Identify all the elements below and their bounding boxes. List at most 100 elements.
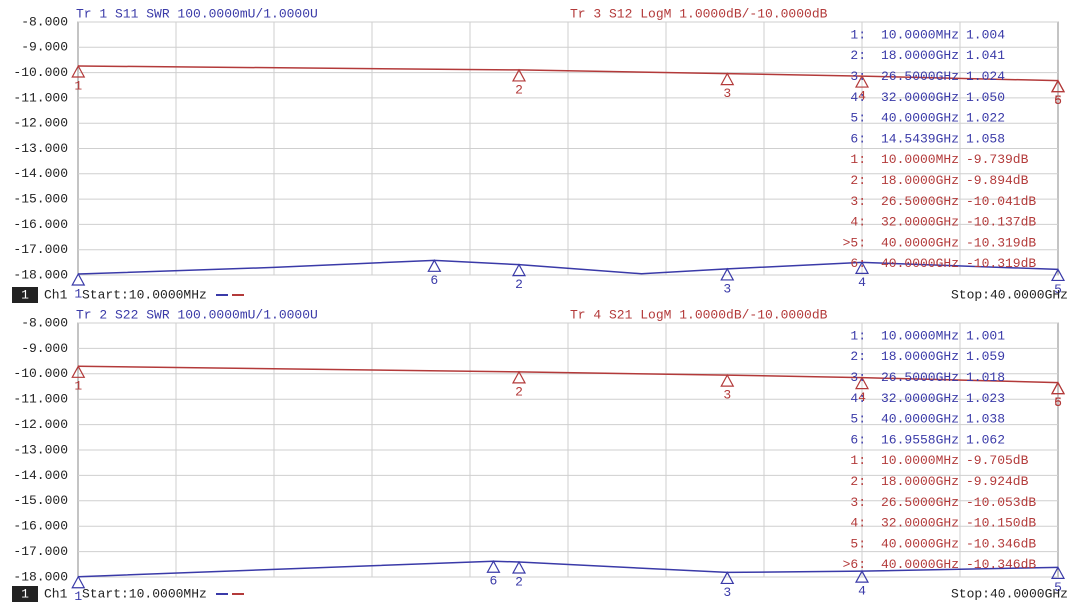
marker-triangle	[71, 575, 86, 589]
marker-label: 6	[1054, 93, 1062, 108]
y-tick-label: -13.000	[13, 141, 68, 156]
marker-value: 1.001	[966, 328, 1005, 343]
y-tick-label: -8.000	[21, 14, 68, 29]
marker-freq: 26.5000GHz	[881, 194, 959, 209]
trace-header: Tr 2 S22 SWR 100.0000mU/1.0000U	[76, 307, 318, 322]
marker-freq: 40.0000GHz	[881, 412, 959, 427]
marker-id: 5:	[850, 111, 866, 126]
marker-label: 3	[723, 388, 731, 403]
marker-value: 1.041	[966, 48, 1005, 63]
marker-triangle	[854, 376, 870, 390]
y-tick-label: -16.000	[13, 519, 68, 534]
marker-value: -9.924dB	[966, 474, 1029, 489]
marker-freq: 10.0000MHz	[881, 27, 959, 42]
y-tick-label: -9.000	[21, 341, 68, 356]
channel-badge	[12, 586, 38, 602]
marker-value: 1.023	[966, 391, 1005, 406]
trace-header: Tr 4 S21 LogM 1.0000dB/-10.0000dB	[570, 307, 828, 322]
y-tick-label: -11.000	[13, 90, 68, 105]
marker-label: 4	[858, 390, 866, 405]
marker-freq: 18.0000GHz	[881, 48, 959, 63]
marker-label: 3	[723, 281, 731, 296]
marker-value: 1.038	[966, 412, 1005, 427]
marker-id: 2:	[850, 349, 866, 364]
start-frequency: Start:10.0000MHz	[82, 287, 207, 302]
marker-value: 1.050	[966, 90, 1005, 105]
marker-id: 3:	[850, 495, 866, 510]
marker-value: 1.004	[966, 27, 1005, 42]
marker-label: 1	[74, 78, 82, 93]
marker-label: 5	[1054, 93, 1062, 108]
marker-freq: 10.0000MHz	[881, 328, 959, 343]
marker-triangle	[511, 370, 527, 384]
marker-value: 1.059	[966, 349, 1005, 364]
marker-label: 2	[515, 384, 523, 399]
marker-id: 6:	[850, 256, 866, 271]
marker-label: 6	[430, 273, 438, 288]
marker-value: -10.137dB	[966, 215, 1036, 230]
stop-frequency: Stop:40.0000GHz	[951, 586, 1068, 601]
marker-label: 6	[490, 574, 498, 589]
trace-header: Tr 1 S11 SWR 100.0000mU/1.0000U	[76, 6, 318, 21]
marker-id: 5:	[850, 412, 866, 427]
y-tick-label: -14.000	[13, 166, 68, 181]
marker-id: 2:	[850, 173, 866, 188]
marker-label: 1	[74, 589, 82, 604]
y-tick-label: -9.000	[21, 40, 68, 55]
channel-badge	[12, 287, 38, 303]
marker-freq: 32.0000GHz	[881, 90, 959, 105]
marker-triangle	[720, 373, 735, 387]
y-tick-label: -10.000	[13, 366, 68, 381]
marker-triangle	[71, 64, 86, 78]
marker-id: 4:	[850, 215, 866, 230]
marker-value: -10.319dB	[966, 235, 1036, 250]
marker-value: 1.018	[966, 370, 1005, 385]
marker-id: 6:	[850, 432, 866, 447]
marker-label: 6	[1054, 395, 1062, 410]
marker-label: 2	[515, 574, 523, 589]
marker-freq: 10.0000MHz	[881, 453, 959, 468]
marker-freq: 32.0000GHz	[881, 391, 959, 406]
start-frequency: Start:10.0000MHz	[82, 586, 207, 601]
marker-freq: 40.0000GHz	[881, 235, 959, 250]
marker-id: >5:	[843, 235, 866, 250]
marker-triangle	[1050, 381, 1066, 395]
y-tick-label: -12.000	[13, 417, 68, 432]
trace-header: Tr 3 S12 LogM 1.0000dB/-10.0000dB	[570, 6, 828, 21]
marker-value: -10.346dB	[966, 536, 1036, 551]
marker-value: -10.319dB	[966, 256, 1036, 271]
marker-freq: 32.0000GHz	[881, 215, 959, 230]
marker-freq: 40.0000GHz	[881, 557, 959, 572]
marker-freq: 26.5000GHz	[881, 495, 959, 510]
marker-value: -9.705dB	[966, 453, 1029, 468]
marker-triangle	[1050, 268, 1066, 282]
marker-triangle	[720, 72, 735, 86]
marker-freq: 40.0000GHz	[881, 536, 959, 551]
y-tick-label: -17.000	[13, 544, 68, 559]
marker-freq: 26.5000GHz	[881, 370, 959, 385]
marker-id: 2:	[850, 474, 866, 489]
marker-label: 2	[515, 277, 523, 292]
y-tick-label: -17.000	[13, 242, 68, 257]
marker-label: 5	[1054, 395, 1062, 410]
marker-triangle	[1050, 566, 1066, 579]
marker-label: 3	[723, 86, 731, 101]
marker-triangle	[427, 259, 442, 272]
marker-freq: 16.9558GHz	[881, 432, 959, 447]
y-tick-label: -11.000	[13, 392, 68, 407]
y-tick-label: -8.000	[21, 315, 68, 330]
y-tick-label: -10.000	[13, 65, 68, 80]
marker-triangle	[854, 569, 870, 583]
marker-value: 1.058	[966, 131, 1005, 146]
marker-id: 1:	[850, 453, 866, 468]
marker-triangle	[854, 261, 870, 274]
marker-id: 4:	[850, 391, 866, 406]
marker-id: 1:	[850, 152, 866, 167]
marker-value: 1.062	[966, 432, 1005, 447]
trace-line	[78, 259, 1059, 275]
marker-label: 3	[723, 585, 731, 600]
y-tick-label: -16.000	[13, 217, 68, 232]
marker-label: 4	[858, 275, 866, 290]
marker-triangle	[511, 68, 527, 82]
marker-label: 5	[1054, 282, 1062, 297]
